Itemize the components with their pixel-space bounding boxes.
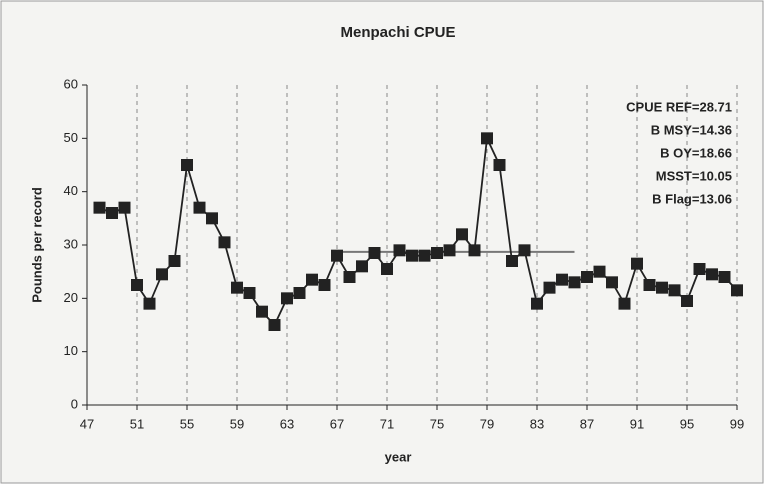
point-marker — [456, 228, 468, 241]
point-marker — [493, 159, 506, 171]
chart-title: Menpachi CPUE — [340, 24, 455, 41]
point-marker — [181, 159, 193, 171]
x-tick-label: 91 — [630, 416, 644, 431]
point-marker — [156, 268, 168, 281]
x-tick-label: 55 — [180, 416, 194, 431]
point-marker — [206, 212, 218, 225]
point-marker — [281, 292, 293, 305]
point-marker — [656, 281, 668, 294]
point-marker — [606, 276, 618, 289]
point-marker — [468, 244, 481, 257]
x-axis-label: year — [385, 449, 412, 464]
annotation: B MSY=14.36 — [651, 122, 732, 137]
point-marker — [568, 276, 581, 289]
x-tick-label: 87 — [580, 416, 594, 431]
x-tick-label: 99 — [730, 416, 744, 431]
point-marker — [506, 255, 518, 267]
y-tick-label: 30 — [64, 236, 78, 251]
point-marker — [256, 305, 268, 318]
point-marker — [443, 244, 456, 257]
point-marker — [118, 201, 131, 214]
point-marker — [681, 295, 693, 307]
point-marker — [481, 132, 493, 145]
point-marker — [193, 201, 206, 214]
y-tick-label: 20 — [64, 290, 78, 305]
point-marker — [168, 255, 181, 267]
point-marker — [356, 260, 368, 273]
point-marker — [393, 244, 406, 257]
x-tick-label: 51 — [130, 416, 144, 431]
x-tick-label: 71 — [380, 416, 394, 431]
annotation: B OY=18.66 — [660, 145, 732, 160]
point-marker — [131, 279, 143, 291]
y-tick-label: 50 — [64, 130, 78, 145]
x-tick-label: 79 — [480, 416, 494, 431]
point-marker — [406, 249, 418, 262]
point-marker — [618, 297, 631, 310]
y-tick-label: 10 — [64, 343, 78, 358]
x-tick-label: 75 — [430, 416, 444, 431]
point-marker — [293, 287, 306, 299]
x-tick-label: 47 — [80, 416, 94, 431]
point-marker — [581, 271, 593, 283]
point-marker — [706, 268, 718, 281]
point-marker — [343, 271, 356, 283]
point-marker — [231, 281, 243, 294]
point-marker — [418, 249, 431, 262]
point-marker — [668, 284, 681, 297]
point-marker — [93, 201, 106, 214]
point-marker — [531, 297, 543, 310]
point-marker — [718, 271, 731, 283]
point-marker — [593, 265, 606, 278]
y-axis-label: Pounds per record — [29, 187, 44, 303]
point-marker — [631, 257, 643, 270]
point-marker — [543, 281, 556, 294]
y-tick-label: 0 — [71, 396, 78, 411]
point-marker — [243, 287, 256, 299]
y-tick-label: 40 — [64, 183, 78, 198]
point-marker — [556, 273, 568, 286]
point-marker — [318, 279, 331, 291]
point-marker — [306, 273, 318, 286]
point-marker — [106, 207, 118, 219]
point-marker — [693, 263, 706, 275]
point-marker — [731, 284, 743, 297]
x-tick-label: 83 — [530, 416, 544, 431]
point-marker — [368, 247, 381, 259]
point-marker — [518, 244, 531, 257]
annotation: B Flag=13.06 — [652, 191, 732, 206]
point-marker — [381, 263, 393, 275]
annotation: MSST=10.05 — [656, 168, 732, 183]
x-tick-label: 63 — [280, 416, 294, 431]
point-marker — [431, 247, 443, 259]
y-tick-label: 60 — [64, 76, 78, 91]
point-marker — [218, 236, 231, 249]
x-tick-label: 67 — [330, 416, 344, 431]
annotation: CPUE REF=28.71 — [626, 99, 732, 114]
point-marker — [268, 319, 281, 331]
point-marker — [643, 279, 656, 291]
point-marker — [143, 297, 156, 310]
x-tick-label: 95 — [680, 416, 694, 431]
point-marker — [331, 249, 343, 262]
series-line — [99, 135, 738, 327]
x-tick-label: 59 — [230, 416, 244, 431]
